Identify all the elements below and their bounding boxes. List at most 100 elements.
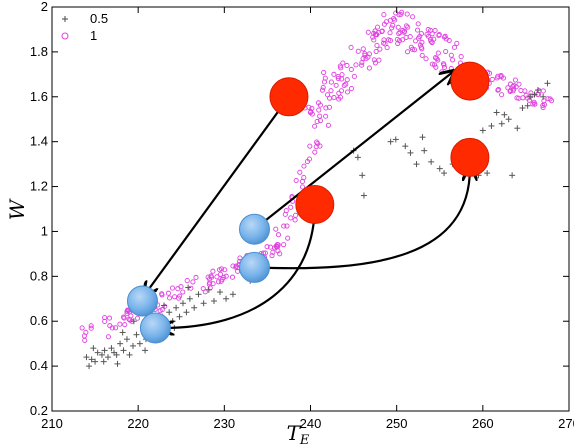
series-1-point xyxy=(407,34,413,40)
series-0.5-point xyxy=(419,134,426,141)
series-0.5-point xyxy=(133,331,140,338)
series-1-point xyxy=(81,333,87,339)
series-1-point xyxy=(323,113,329,119)
red-circle-marker xyxy=(450,61,490,101)
series-1-point xyxy=(425,26,431,33)
series-1-point xyxy=(337,63,343,69)
series-1-point xyxy=(275,232,282,238)
legend-marker-circle-icon xyxy=(61,32,69,40)
series-1-point xyxy=(348,44,354,50)
series-0.5-point xyxy=(169,318,176,325)
series-0.5-point xyxy=(185,284,192,291)
x-tick-label: 230 xyxy=(213,416,235,431)
series-1-point xyxy=(441,34,448,40)
series-0.5-point xyxy=(108,345,115,352)
series-1-point xyxy=(417,42,423,48)
series-0.5-point xyxy=(130,318,137,325)
series-1-point xyxy=(193,274,199,281)
series-1-point xyxy=(134,315,141,321)
series-1-point xyxy=(366,65,372,71)
series-1-point xyxy=(523,92,529,98)
series-1-point xyxy=(443,48,449,55)
series-0.5-point xyxy=(205,286,212,293)
series-1-point xyxy=(282,211,288,217)
series-0.5-point xyxy=(136,340,143,347)
series-1-point xyxy=(403,34,409,40)
series-1-point xyxy=(190,279,196,285)
y-axis-label: W xyxy=(5,198,29,220)
series-0.5-point xyxy=(407,149,414,156)
series-1-point xyxy=(405,24,411,30)
series-0.5-point xyxy=(210,298,217,305)
series-1-point xyxy=(159,291,165,297)
series-1-point xyxy=(505,85,511,91)
series-0.5-point xyxy=(534,87,541,94)
series-1-point xyxy=(122,322,128,328)
series-1-point xyxy=(320,84,326,91)
series-1-point xyxy=(270,249,276,255)
legend: 0.5 1 xyxy=(61,11,108,43)
series-1-point xyxy=(372,28,378,34)
series-1-point xyxy=(436,32,442,39)
series-1-point xyxy=(162,303,168,309)
series-1-point xyxy=(88,325,94,331)
blue-circle-marker xyxy=(238,213,270,245)
series-1-point xyxy=(124,307,131,313)
series-1-point xyxy=(442,33,448,39)
legend-item-1: 1 xyxy=(61,28,97,43)
red-circle-marker xyxy=(269,77,309,117)
y-tick-label: 1.4 xyxy=(30,134,48,149)
series-1-point xyxy=(113,325,119,331)
series-1-point xyxy=(128,313,134,319)
series-1-point xyxy=(340,60,346,66)
series-0.5-point xyxy=(83,354,90,361)
series-1-point xyxy=(316,107,322,113)
series-1-point xyxy=(292,217,298,223)
series-1-point xyxy=(223,273,229,279)
series-1-point xyxy=(540,88,546,94)
blue-circle-marker xyxy=(139,312,171,344)
series-1-point xyxy=(297,169,303,175)
series-1-point xyxy=(222,267,228,273)
series-1-point xyxy=(387,30,393,36)
blue-circle-marker xyxy=(238,251,270,283)
series-0.5-point xyxy=(200,300,207,307)
y-tick-label: 0.4 xyxy=(30,358,48,373)
series-1-point xyxy=(448,52,454,58)
series-0.5-point xyxy=(98,351,105,358)
series-1-point xyxy=(370,34,376,40)
series-0.5-point xyxy=(119,329,126,336)
series-1-point xyxy=(288,215,294,221)
series-0.5-point xyxy=(176,313,183,320)
series-1-point xyxy=(355,48,361,54)
series-1-point xyxy=(177,293,183,299)
series-1-point xyxy=(516,95,522,101)
series-1-point xyxy=(512,77,518,83)
series-1-point xyxy=(431,62,438,68)
series-1-point xyxy=(121,315,127,321)
series-1-point xyxy=(359,60,365,66)
series-1-point xyxy=(299,184,306,190)
series-1-point xyxy=(522,88,528,94)
series-1-point xyxy=(307,143,313,149)
series-1-point xyxy=(408,44,414,50)
series-1-point xyxy=(458,54,464,60)
series-1-point xyxy=(410,14,416,20)
series-1-point xyxy=(362,52,368,58)
series-1-point xyxy=(184,278,190,284)
series-0.5-point xyxy=(360,192,367,199)
series-1-point xyxy=(269,253,275,259)
series-1-point xyxy=(264,244,270,250)
series-0.5-point xyxy=(527,93,534,100)
series-0.5-point xyxy=(359,172,366,179)
series-1-point xyxy=(373,48,379,55)
series-1-point xyxy=(446,37,452,44)
series-1-point xyxy=(309,111,315,117)
series-1-point xyxy=(106,315,113,321)
series-0.5-point xyxy=(493,109,500,116)
series-0.5-point xyxy=(413,161,420,168)
series-0.5-point xyxy=(129,342,136,349)
series-1-point xyxy=(489,76,495,82)
series-1-point xyxy=(293,177,299,184)
series-1-point xyxy=(500,75,506,81)
